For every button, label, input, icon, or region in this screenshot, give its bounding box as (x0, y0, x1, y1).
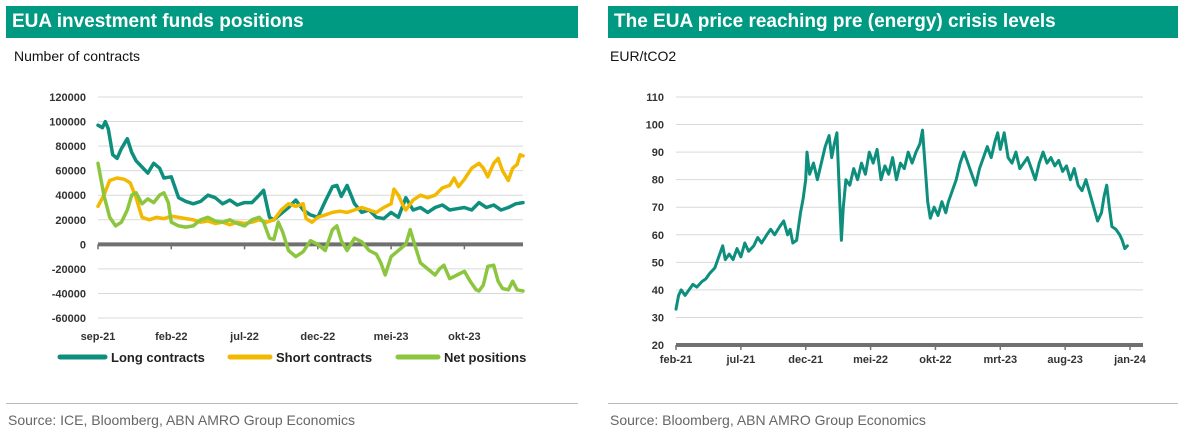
series-line-net-positions (96, 161, 525, 293)
right-chart-title: The EUA price reaching pre (energy) cris… (608, 6, 1178, 38)
x-tick-label: mei-23 (374, 331, 409, 343)
right-y-axis-label: EUR/tCO2 (610, 48, 677, 64)
x-tick-label: jan-24 (1113, 354, 1147, 366)
right-source-divider (608, 403, 1178, 404)
y-tick-label: -60000 (52, 313, 86, 325)
left-chart-plot: 120000 100000 80000 60000 40000 20000 0 -20000 -… (49, 92, 526, 365)
y-tick-label: 90 (652, 147, 664, 159)
right-chart-panel: The EUA price reaching pre (energy) cris… (600, 0, 1181, 435)
x-tick-label: mei-22 (853, 354, 888, 366)
x-tick-label: dec-22 (300, 331, 335, 343)
x-tick-label: okt-22 (919, 354, 951, 366)
series-line-short-contracts (96, 152, 525, 227)
left-y-axis-label: Number of contracts (14, 48, 141, 64)
y-tick-label: 80 (652, 175, 664, 187)
y-tick-label: 40000 (55, 190, 86, 202)
x-tick-label: sep-21 (81, 331, 116, 343)
y-tick-label: -40000 (52, 288, 86, 300)
y-tick-label: 50 (652, 257, 664, 269)
x-tick-label: feb-22 (155, 331, 187, 343)
right-chart-plot: 110 100 90 80 70 60 50 40 30 20 feb-21 jul-21 dec-21… (646, 92, 1147, 366)
x-tick-label: aug-23 (1047, 354, 1082, 366)
y-tick-label: 0 (80, 239, 86, 251)
series-line-eua-price (674, 128, 1129, 311)
left-chart-title: EUA investment funds positions (6, 6, 578, 38)
y-tick-label: -20000 (52, 264, 86, 276)
y-tick-label: 30 (652, 312, 664, 324)
x-tick-label: jul-22 (229, 331, 259, 343)
right-source-note: Source: Bloomberg, ABN AMRO Group Econom… (610, 412, 926, 428)
x-tick-label: dec-21 (788, 354, 823, 366)
x-tick-label: jul-21 (725, 354, 755, 366)
legend-label: Net positions (444, 350, 526, 365)
y-tick-label: 60000 (55, 166, 86, 178)
y-tick-label: 70 (652, 202, 664, 214)
y-tick-label: 100000 (49, 117, 86, 129)
left-source-divider (6, 403, 578, 404)
legend-label: Short contracts (276, 350, 372, 365)
x-tick-label: mrt-23 (983, 354, 1017, 366)
y-tick-label: 20000 (55, 215, 86, 227)
x-tick-label: feb-21 (660, 354, 692, 366)
y-tick-label: 100 (646, 120, 664, 132)
x-tick-label: okt-23 (448, 331, 480, 343)
legend-label: Long contracts (111, 350, 205, 365)
y-tick-label: 40 (652, 285, 664, 297)
left-source-note: Source: ICE, Bloomberg, ABN AMRO Group E… (8, 412, 356, 428)
left-chart-panel: EUA investment funds positions Number of… (0, 0, 590, 435)
y-tick-label: 80000 (55, 141, 86, 153)
y-tick-label: 110 (646, 92, 664, 104)
y-tick-label: 20 (652, 340, 664, 352)
y-tick-label: 120000 (49, 92, 86, 104)
y-tick-label: 60 (652, 230, 664, 242)
